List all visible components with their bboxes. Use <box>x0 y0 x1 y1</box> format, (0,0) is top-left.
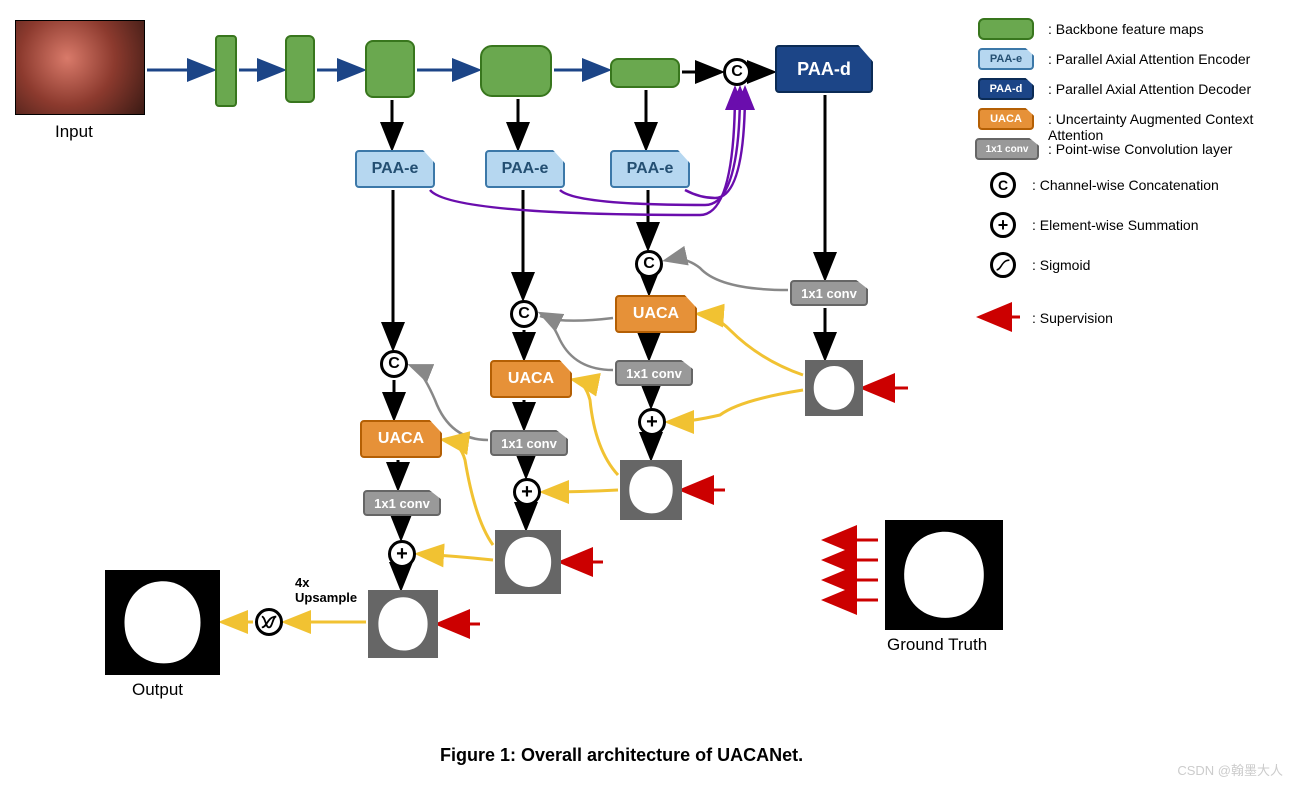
paa-e-3: PAA-e <box>610 150 690 188</box>
legend-sigmoid-text: : Sigmoid <box>1032 257 1090 273</box>
legend-uaca: UACA <box>978 108 1034 130</box>
legend-paae-text: : Parallel Axial Attention Encoder <box>1048 51 1250 67</box>
gt-label: Ground Truth <box>887 635 987 655</box>
legend-supervision-text: : Supervision <box>1032 310 1113 326</box>
uaca-2: UACA <box>490 360 572 398</box>
conv-0: 1x1 conv <box>790 280 868 306</box>
backbone-1 <box>215 35 237 107</box>
concat-3: C <box>635 250 663 278</box>
output-label: Output <box>132 680 183 700</box>
mask-2 <box>495 530 561 594</box>
concat-2: C <box>510 300 538 328</box>
watermark: CSDN @翰墨大人 <box>1177 760 1283 779</box>
legend-backbone-text: : Backbone feature maps <box>1048 21 1204 37</box>
sum-2: + <box>513 478 541 506</box>
legend-sigmoid <box>990 252 1016 278</box>
backbone-5 <box>610 58 680 88</box>
backbone-4 <box>480 45 552 97</box>
paa-d: PAA-d <box>775 45 873 93</box>
legend-uaca-text: : Uncertainty Augmented Context Attentio… <box>1048 111 1295 143</box>
paa-e-1: PAA-e <box>355 150 435 188</box>
backbone-2 <box>285 35 315 103</box>
legend-paad: PAA-d <box>978 78 1034 100</box>
legend-conv: 1x1 conv <box>975 138 1039 160</box>
conv-2: 1x1 conv <box>490 430 568 456</box>
legend-concat: C <box>990 172 1016 198</box>
legend-conv-text: : Point-wise Convolution layer <box>1048 141 1232 157</box>
legend-concat-text: : Channel-wise Concatenation <box>1032 177 1219 193</box>
mask-1 <box>368 590 438 658</box>
output-image <box>105 570 220 675</box>
uaca-3: UACA <box>615 295 697 333</box>
legend-sum: + <box>990 212 1016 238</box>
concat-1: C <box>380 350 408 378</box>
legend-paad-text: : Parallel Axial Attention Decoder <box>1048 81 1251 97</box>
paa-e-2: PAA-e <box>485 150 565 188</box>
legend-sum-text: : Element-wise Summation <box>1032 217 1199 233</box>
uaca-1: UACA <box>360 420 442 458</box>
sum-1: + <box>388 540 416 568</box>
conv-1: 1x1 conv <box>363 490 441 516</box>
concat-top: C <box>723 58 751 86</box>
legend-paae: PAA-e <box>978 48 1034 70</box>
mask-3 <box>620 460 682 520</box>
sigmoid-icon <box>255 608 283 636</box>
legend-backbone <box>978 18 1034 40</box>
upsample-label: 4x Upsample <box>295 575 357 605</box>
input-label: Input <box>55 122 93 142</box>
figure-caption: Figure 1: Overall architecture of UACANe… <box>440 745 803 766</box>
mask-0 <box>805 360 863 416</box>
input-image <box>15 20 145 115</box>
backbone-3 <box>365 40 415 98</box>
gt-image <box>885 520 1003 630</box>
conv-3: 1x1 conv <box>615 360 693 386</box>
sum-3: + <box>638 408 666 436</box>
